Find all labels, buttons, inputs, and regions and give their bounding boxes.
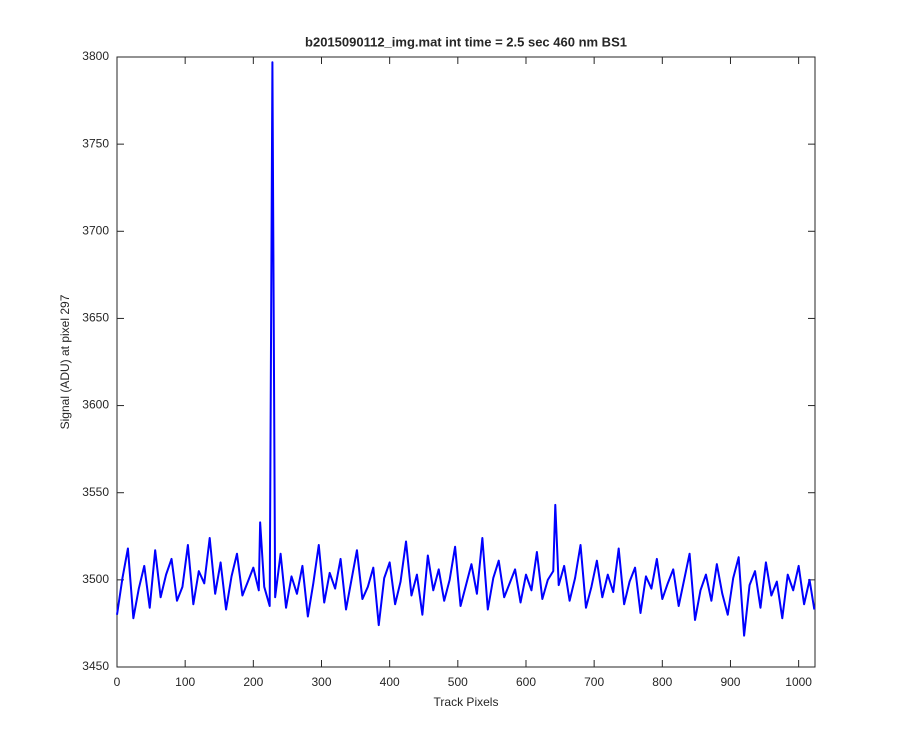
x-tick-label: 300 — [311, 675, 331, 689]
x-tick-label: 100 — [175, 675, 195, 689]
chart-title: b2015090112_img.mat int time = 2.5 sec 4… — [305, 34, 627, 49]
x-axis-label: Track Pixels — [434, 695, 499, 709]
y-tick-label: 3750 — [82, 136, 109, 150]
y-tick-label: 3450 — [82, 659, 109, 673]
x-tick-label: 700 — [584, 675, 604, 689]
y-tick-label: 3550 — [82, 485, 109, 499]
y-tick-label: 3600 — [82, 398, 109, 412]
y-tick-label: 3650 — [82, 311, 109, 325]
x-tick-label: 800 — [652, 675, 672, 689]
data-line — [116, 61, 816, 637]
x-tick-label: 500 — [448, 675, 468, 689]
x-tick-label: 400 — [380, 675, 400, 689]
x-tick-label: 600 — [516, 675, 536, 689]
y-tick-label: 3800 — [82, 49, 109, 63]
x-tick-label: 1000 — [785, 675, 812, 689]
y-tick-label: 3500 — [82, 572, 109, 586]
x-tick-label: 900 — [720, 675, 740, 689]
x-tick-label: 200 — [243, 675, 263, 689]
x-tick-label: 0 — [114, 675, 121, 689]
y-tick-label: 3700 — [82, 223, 109, 237]
y-axis-label: Signal (ADU) at pixel 297 — [58, 294, 72, 429]
